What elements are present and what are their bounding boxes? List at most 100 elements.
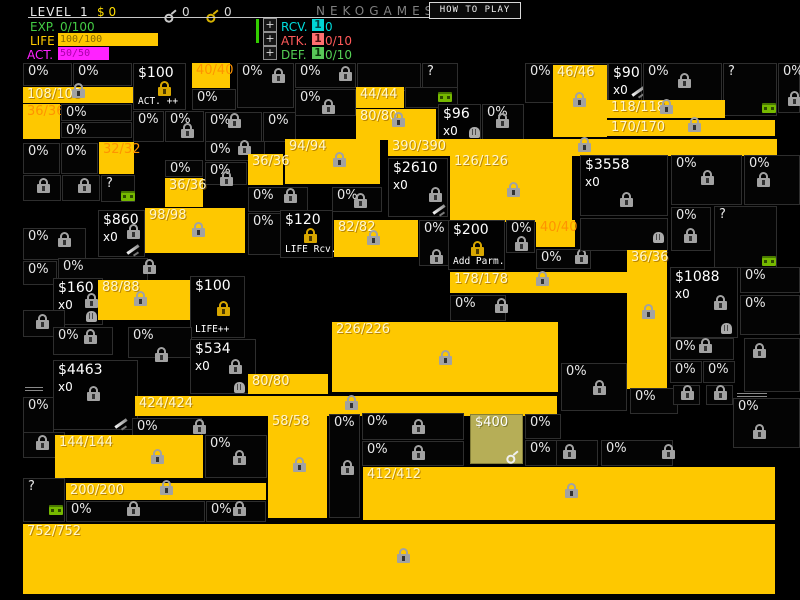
locked-cell[interactable]	[673, 385, 700, 405]
def-plus-button[interactable]: +	[263, 46, 277, 60]
param-cell[interactable]: 80/80	[356, 109, 436, 140]
param-cell[interactable]: 144/144	[55, 435, 203, 478]
locked-cell[interactable]: 0%	[165, 160, 203, 177]
locked-cell[interactable]: 0%	[630, 388, 678, 414]
locked-cell[interactable]: 0%	[450, 295, 508, 321]
locked-cell[interactable]: 0%	[362, 413, 464, 440]
atk-plus-button[interactable]: +	[263, 32, 277, 46]
locked-cell[interactable]	[23, 175, 61, 201]
locked-cell[interactable]: 0%	[61, 122, 132, 138]
locked-cell[interactable]: 0%	[740, 295, 800, 335]
locked-cell[interactable]: 0%	[23, 397, 54, 435]
locked-cell[interactable]: 0%	[643, 63, 722, 102]
locked-cell[interactable]: 0%	[703, 361, 735, 383]
locked-cell[interactable]: 0%	[263, 112, 296, 142]
locked-cell[interactable]	[744, 338, 800, 392]
locked-cell[interactable]: 0%	[362, 441, 464, 466]
locked-cell[interactable]: 0%	[133, 111, 164, 142]
param-cell[interactable]: 36/36	[165, 178, 206, 207]
locked-cell[interactable]: 0%	[73, 63, 132, 86]
param-cell[interactable]: 36/36	[248, 154, 289, 185]
mystery-cell[interactable]: ?	[23, 478, 65, 522]
locked-cell[interactable]: 0%	[23, 143, 60, 174]
locked-cell[interactable]: 0%	[53, 327, 113, 355]
locked-cell[interactable]: 0%	[237, 63, 294, 108]
locked-cell[interactable]: 0%	[23, 261, 57, 285]
locked-cell[interactable]: 0%	[248, 213, 282, 255]
locked-cell[interactable]: 0%	[671, 155, 742, 205]
locked-cell[interactable]: 0%	[525, 414, 561, 439]
shop-cell[interactable]: $100 ACT. ++	[133, 63, 186, 110]
locked-cell[interactable]	[357, 63, 421, 91]
param-cell[interactable]: 170/170	[607, 117, 775, 136]
shop-cell[interactable]: $3558 x0	[580, 155, 668, 216]
how-to-play-button[interactable]: HOW TO PLAY	[429, 2, 521, 19]
shop-cell[interactable]: $534 x0	[190, 339, 256, 394]
param-cell[interactable]: 200/200	[66, 480, 266, 500]
locked-cell[interactable]: 0%	[506, 220, 535, 253]
param-cell[interactable]: 44/44	[356, 87, 404, 108]
locked-cell[interactable]: 0%	[192, 89, 236, 110]
locked-cell[interactable]: 0%	[778, 63, 800, 113]
locked-cell[interactable]: 0%	[740, 267, 800, 293]
locked-cell[interactable]: 0%	[561, 363, 627, 411]
locked-cell[interactable]: 0%	[248, 187, 308, 212]
locked-cell[interactable]: 0%	[23, 228, 86, 260]
shop-cell[interactable]: $100 LIFE++	[190, 276, 245, 338]
param-cell[interactable]: 98/98	[145, 208, 245, 253]
key-shop-cell[interactable]: $400	[470, 414, 523, 464]
param-cell[interactable]: 226/226	[332, 322, 558, 392]
shop-cell[interactable]: $96 x0	[438, 104, 481, 142]
locked-cell[interactable]: 0%	[23, 63, 72, 86]
locked-cell[interactable]: 0%	[670, 338, 734, 360]
param-cell[interactable]: 752/752	[23, 524, 775, 594]
param-cell[interactable]: 126/126	[450, 154, 572, 222]
param-cell[interactable]: 390/390	[388, 137, 777, 156]
param-cell[interactable]: 178/178	[450, 271, 627, 293]
locked-cell[interactable]	[580, 218, 668, 251]
param-cell[interactable]: 32/32	[99, 142, 140, 174]
mystery-cell[interactable]: ?	[714, 206, 777, 268]
mystery-cell[interactable]: ?	[101, 175, 135, 202]
param-cell[interactable]: 118/118	[607, 99, 725, 118]
shop-cell[interactable]: $200 Add Parm.	[448, 220, 505, 270]
param-cell[interactable]: 424/424	[135, 395, 557, 416]
locked-cell[interactable]: 0%	[295, 89, 356, 116]
locked-cell[interactable]: 0%	[61, 104, 132, 121]
param-cell[interactable]: 108/108	[23, 83, 133, 103]
param-cell[interactable]: 80/80	[248, 374, 328, 394]
locked-cell[interactable]	[405, 87, 458, 108]
mystery-cell[interactable]: ?	[723, 63, 777, 116]
param-cell[interactable]: 94/94	[285, 139, 380, 184]
locked-cell[interactable]	[62, 175, 100, 201]
locked-cell[interactable]: 0%	[132, 418, 206, 444]
locked-cell[interactable]: 0%	[128, 327, 192, 362]
param-cell[interactable]: 88/88	[98, 280, 203, 320]
param-cell[interactable]: 40/40	[536, 220, 577, 247]
locked-cell[interactable]: 0%	[66, 501, 205, 522]
locked-cell[interactable]: 0%	[206, 501, 266, 522]
locked-cell[interactable]: 0%	[744, 155, 800, 205]
param-cell[interactable]: 40/40	[192, 63, 233, 88]
locked-cell[interactable]: 0%	[525, 440, 561, 466]
locked-cell[interactable]	[706, 385, 733, 405]
locked-cell[interactable]: 0%	[733, 398, 800, 448]
shop-cell[interactable]: $860 x0	[98, 210, 145, 257]
locked-cell[interactable]: 0%	[670, 361, 702, 383]
mystery-cell[interactable]: ?	[422, 63, 458, 91]
param-cell[interactable]: 412/412	[363, 467, 775, 520]
locked-cell[interactable]: 0%	[671, 207, 711, 251]
param-cell[interactable]: 36/36	[627, 250, 668, 389]
locked-cell[interactable]: 0%	[165, 111, 204, 142]
shop-cell[interactable]: $1088 x0	[670, 267, 738, 338]
locked-cell[interactable]: 0%	[536, 249, 591, 269]
locked-cell[interactable]: 0%	[295, 63, 356, 88]
shop-cell[interactable]: $160 x0	[53, 278, 103, 325]
param-cell[interactable]: 82/82	[334, 220, 418, 257]
param-cell[interactable]: 58/58	[268, 414, 327, 518]
shop-cell[interactable]: $2610 x0	[388, 158, 448, 217]
shop-cell[interactable]: $90 x0	[608, 63, 642, 104]
param-cell[interactable]: 46/46	[553, 65, 607, 137]
locked-cell[interactable]: 0%	[61, 143, 98, 174]
locked-cell[interactable]: 0%	[205, 112, 262, 142]
